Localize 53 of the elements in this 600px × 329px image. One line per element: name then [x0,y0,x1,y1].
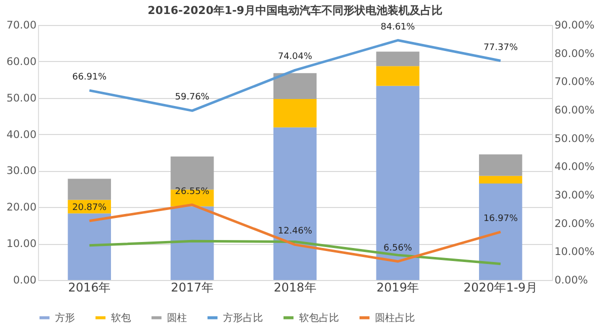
y-tick-label: 30.00 [6,165,36,178]
y2-tick-label: 50.00% [554,132,595,145]
data-label: 74.04% [278,52,313,62]
y-tick-label: 10.00 [6,238,36,250]
data-label: 16.97% [483,214,518,224]
y-tick-label: 50.00 [6,92,36,104]
bar [479,183,522,280]
legend-label: 圆柱占比 [375,312,415,324]
y2-tick-label: 40.00% [554,161,595,174]
y-tick-label: 20.00 [6,202,36,214]
bar [68,178,111,200]
y-tick-label: 0.00 [13,274,36,286]
x-tick-label: 2019年 [376,280,420,294]
data-label: 12.46% [278,226,313,237]
data-label: 26.55% [175,186,210,197]
data-label: 20.87% [72,202,107,213]
y2-tick-label: 60.00% [554,104,595,116]
bar [273,98,317,128]
y-tick-label: 60.00 [6,56,36,68]
y2-tick-label: 70.00% [554,76,595,88]
x-tick-label: 2020年1-9月 [464,280,538,294]
bar [170,206,214,280]
bar [376,86,420,280]
y-tick-label: 40.00 [6,128,36,141]
bar [479,154,522,176]
bar [273,73,317,99]
line-series [88,240,502,266]
x-tick-label: 2018年 [274,280,316,294]
data-label: 66.91% [72,72,107,82]
legend-label: 方形 [55,312,75,324]
bar [273,127,317,280]
x-tick-label: 2016年 [68,280,111,294]
bar [376,52,420,66]
chart-title: 2016-2020年1-9月中国电动汽车不同形状电池装机及占比 [148,4,442,17]
legend-label: 方形占比 [223,312,263,324]
y2-tick-label: 0.00% [554,274,588,286]
y2-tick-label: 90.00% [554,20,595,32]
bar [376,66,420,86]
data-label: 6.56% [384,243,413,254]
legend-label: 软包占比 [299,312,339,324]
legend-label: 圆柱 [167,312,187,324]
y-tick-label: 70.00 [6,20,36,32]
y2-tick-label: 80.00% [554,48,595,60]
data-label: 77.37% [483,42,518,53]
y2-tick-label: 10.00% [554,246,595,258]
data-label: 84.61% [380,22,416,32]
x-tick-label: 2017年 [170,280,214,294]
y2-tick-label: 30.00% [554,190,595,202]
y2-tick-label: 20.00% [554,218,595,230]
bar [479,176,522,184]
legend-label: 软包 [111,312,131,324]
data-label: 59.76% [175,92,210,103]
bar [68,213,111,280]
